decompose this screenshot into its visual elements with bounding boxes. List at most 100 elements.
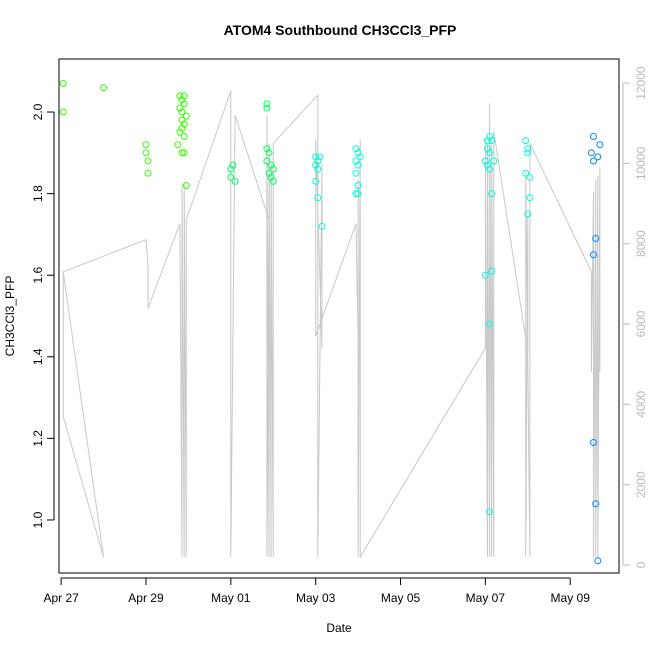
data-point — [352, 190, 360, 198]
data-point — [100, 84, 107, 92]
data-point — [587, 149, 595, 157]
data-point — [354, 149, 362, 157]
y-tick-label: 1.4 — [31, 348, 45, 365]
x-tick-label: May 09 — [551, 591, 591, 605]
x-axis-label: Date — [326, 621, 352, 635]
data-point — [59, 108, 67, 116]
data-point — [265, 149, 273, 157]
data-point — [524, 149, 532, 157]
y2-tick-label: 6000 — [634, 310, 648, 337]
data-point — [176, 104, 184, 112]
y2-tick-label: 8000 — [634, 230, 648, 257]
data-point — [182, 182, 190, 189]
data-point — [486, 320, 494, 328]
data-point — [522, 169, 530, 177]
data-point — [314, 165, 322, 173]
y-tick-label: 1.2 — [31, 430, 45, 447]
data-point — [352, 157, 360, 165]
chart-title: ATOM4 Southbound CH3CCl3_PFP — [224, 22, 457, 38]
data-point — [178, 149, 186, 157]
plot-frame — [58, 58, 620, 574]
data-point — [178, 96, 186, 104]
data-point — [314, 157, 322, 165]
data-point — [484, 161, 491, 169]
data-point — [484, 145, 491, 153]
x-tick-label: May 05 — [381, 591, 421, 605]
data-point — [354, 161, 362, 169]
data-point — [318, 222, 326, 230]
data-point — [59, 80, 67, 87]
data-point — [524, 145, 532, 153]
data-point — [142, 149, 150, 157]
data-point — [229, 161, 237, 169]
y-tick-label: 1.8 — [31, 185, 45, 202]
data-point — [526, 194, 534, 202]
data-point — [526, 173, 534, 181]
data-point — [227, 165, 235, 173]
x-tick-label: May 03 — [296, 591, 336, 605]
y2-tick-label: 12000 — [634, 66, 648, 100]
data-point — [263, 145, 271, 153]
y2-tick-label: 4000 — [634, 391, 648, 418]
data-point — [352, 169, 360, 177]
data-point — [180, 133, 188, 140]
data-point — [180, 100, 188, 108]
data-point — [594, 557, 602, 565]
data-point — [490, 157, 498, 165]
data-point — [486, 133, 494, 140]
data-point — [592, 500, 600, 508]
data-point — [269, 165, 277, 173]
data-point — [594, 153, 602, 161]
y-tick-label: 2.0 — [31, 103, 45, 120]
x-tick-label: Apr 29 — [128, 591, 164, 605]
y-axis-label: CH3CCl3_PFP — [3, 276, 17, 357]
x-tick-label: Apr 27 — [43, 591, 79, 605]
data-point — [352, 145, 360, 153]
data-point — [524, 210, 532, 218]
data-point — [314, 194, 322, 202]
data-point — [269, 177, 277, 185]
y2-tick-label: 2000 — [634, 471, 648, 498]
data-point — [180, 92, 188, 100]
data-point — [144, 169, 152, 177]
data-point — [174, 141, 182, 149]
data-point — [142, 141, 150, 149]
points-layer — [59, 80, 604, 565]
data-point — [590, 439, 597, 446]
data-point — [176, 92, 184, 100]
data-point — [265, 169, 273, 177]
data-point — [522, 137, 530, 145]
y-tick-label: 1.6 — [31, 267, 45, 284]
data-point — [180, 149, 188, 157]
data-point — [267, 161, 275, 169]
data-point — [484, 137, 491, 145]
data-point — [592, 235, 600, 242]
altitude-line — [62, 90, 601, 559]
x-tick-label: May 07 — [466, 591, 506, 605]
y2-tick-label: 10000 — [634, 146, 648, 180]
data-point — [486, 165, 494, 173]
data-point — [263, 100, 271, 108]
y-tick-label: 1.0 — [31, 511, 45, 528]
data-point — [316, 153, 324, 161]
data-point — [263, 104, 271, 112]
data-point — [486, 508, 494, 516]
data-point — [596, 141, 604, 149]
data-point — [178, 124, 186, 132]
data-point — [263, 157, 271, 165]
data-point — [356, 153, 364, 161]
altitude-layer — [62, 90, 601, 559]
data-point — [590, 133, 597, 140]
data-point — [231, 177, 239, 185]
data-point — [354, 182, 362, 189]
y2-tick-label: 0 — [634, 561, 648, 568]
data-point — [481, 157, 489, 165]
data-point — [178, 116, 186, 124]
data-point — [590, 251, 597, 259]
data-point — [481, 271, 489, 279]
data-point — [144, 157, 152, 165]
data-point — [312, 153, 320, 161]
data-point — [182, 112, 190, 120]
data-point — [486, 149, 494, 157]
